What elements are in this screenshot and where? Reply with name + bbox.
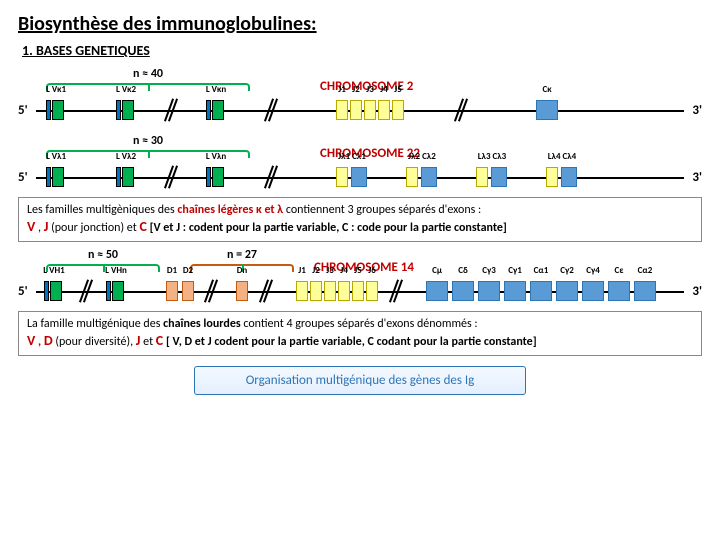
n50-label: n ≈ 50	[46, 248, 160, 262]
note1-b: chaînes légères κ et λ	[177, 203, 283, 217]
lbl-hj2: J2	[312, 265, 320, 276]
note2-v: V	[27, 332, 35, 349]
page-title: Biosynthèse des immunoglobulines:	[18, 12, 702, 36]
lbl-ca1: Cα1	[534, 265, 549, 276]
lbl-cg4: Cγ4	[586, 265, 600, 276]
chrom22-strand: L Vλ1 L Vλ2 L Vλn Jλ1 Cλ1 Jλ2 Cλ2 Lλ3 Cλ…	[36, 163, 684, 191]
note1-a: Les familles multigèniques des	[27, 203, 177, 217]
three-prime-14: 3'	[684, 284, 702, 299]
lbl-lvhn: L VHn	[105, 265, 127, 276]
five-prime-14: 5'	[18, 284, 36, 299]
note2-j: J	[136, 332, 141, 349]
lbl-j1: J1	[338, 84, 346, 95]
lbl-dn: Dn	[237, 265, 248, 276]
lbl-hj3: J3	[326, 265, 334, 276]
three-prime: 3'	[684, 103, 702, 118]
chrom22-block: n ≈ 30 CHROMOSOME 22 5' L Vλ1 L Vλ2 L Vλ…	[18, 134, 702, 191]
note-heavy-chains: La famille multigénique des chaînes lour…	[18, 311, 702, 356]
lbl-hj1: J1	[298, 265, 306, 276]
lbl-jc3: Lλ3 Cλ3	[478, 151, 506, 162]
n40-label: n ≈ 40	[46, 67, 250, 81]
lbl-lvkn: L Vκn	[206, 84, 226, 95]
lbl-j2: J2	[352, 84, 360, 95]
note1-jdesc: (pour jonction) et	[51, 221, 139, 235]
note2-c: C	[156, 332, 163, 349]
lbl-jc2: Jλ2 Cλ2	[408, 151, 436, 162]
n30-label: n ≈ 30	[46, 134, 250, 148]
lbl-hj6: J6	[368, 265, 376, 276]
note2-bold: chaînes lourdes	[163, 317, 241, 331]
note-light-chains: Les familles multigèniques des chaînes l…	[18, 197, 702, 242]
lbl-cmu: Cμ	[432, 265, 442, 276]
chrom14-block: n ≈ 50 n = 27 CHROMOSOME 14 5' L VH1 L V…	[18, 248, 702, 305]
footer-caption: Organisation multigénique des gènes des …	[194, 366, 526, 395]
note1-c: contiennent 3 groupes séparés d'exons :	[286, 203, 481, 217]
three-prime-22: 3'	[684, 170, 702, 185]
lbl-cdel: Cδ	[458, 265, 468, 276]
note1-cdesc: [V et J : codent pour la partie variable…	[150, 221, 507, 235]
five-prime-22: 5'	[18, 170, 36, 185]
chrom2-strand: L Vκ1 L Vκ2 L Vκn J1 J2 J3 J4 J5 Cκ	[36, 96, 684, 124]
note2-d: D	[44, 332, 53, 349]
note2-ddesc: (pour diversité),	[55, 335, 135, 349]
lbl-ce: Cε	[615, 265, 624, 276]
lbl-j5: J5	[394, 84, 402, 95]
lbl-hj5: J5	[354, 265, 362, 276]
chrom14-strand: L VH1 L VHn D1 D2 Dn J1 J2 J3 J4 J5 J6 C…	[36, 277, 684, 305]
note1-cbtn: C	[139, 218, 146, 235]
lbl-d1: D1	[167, 265, 177, 276]
five-prime: 5'	[18, 103, 36, 118]
note2-jand: et	[143, 335, 156, 349]
note1-v: V	[27, 218, 35, 235]
lbl-lvl2: L Vλ2	[116, 151, 136, 162]
lbl-j3: J3	[366, 84, 374, 95]
lbl-d2: D2	[183, 265, 193, 276]
lbl-ck: Cκ	[542, 84, 551, 95]
lbl-lvln: L Vλn	[206, 151, 226, 162]
lbl-cg1: Cγ1	[508, 265, 522, 276]
lbl-j4: J4	[380, 84, 388, 95]
lbl-jc1: Jλ1 Cλ1	[338, 151, 366, 162]
n27-label: n = 27	[190, 248, 294, 262]
note1-j: J	[44, 218, 49, 235]
lbl-lvk2: L Vκ2	[116, 84, 136, 95]
lbl-lvh1: L VH1	[43, 265, 64, 276]
section-heading: 1. BASES GENETIQUES	[22, 42, 702, 59]
lbl-jc4: Lλ4 Cλ4	[548, 151, 576, 162]
chrom2-block: n ≈ 40 CHROMOSOME 2 5' L Vκ1 L Vκ2 L Vκn…	[18, 67, 702, 124]
lbl-ca2: Cα2	[638, 265, 653, 276]
note2-a: La famille multigénique des	[27, 317, 163, 331]
note2-cdesc: [ V, D et J codent pour la partie variab…	[166, 335, 537, 349]
note2-b: contient 4 groupes séparés d'exons dénom…	[243, 317, 477, 331]
lbl-lvk1: L Vκ1	[46, 84, 66, 95]
lbl-lvl1: L Vλ1	[46, 151, 66, 162]
chrom22-label: CHROMOSOME 22	[320, 146, 420, 161]
lbl-hj4: J4	[340, 265, 348, 276]
lbl-cg3: Cγ3	[482, 265, 496, 276]
lbl-cg2: Cγ2	[560, 265, 574, 276]
